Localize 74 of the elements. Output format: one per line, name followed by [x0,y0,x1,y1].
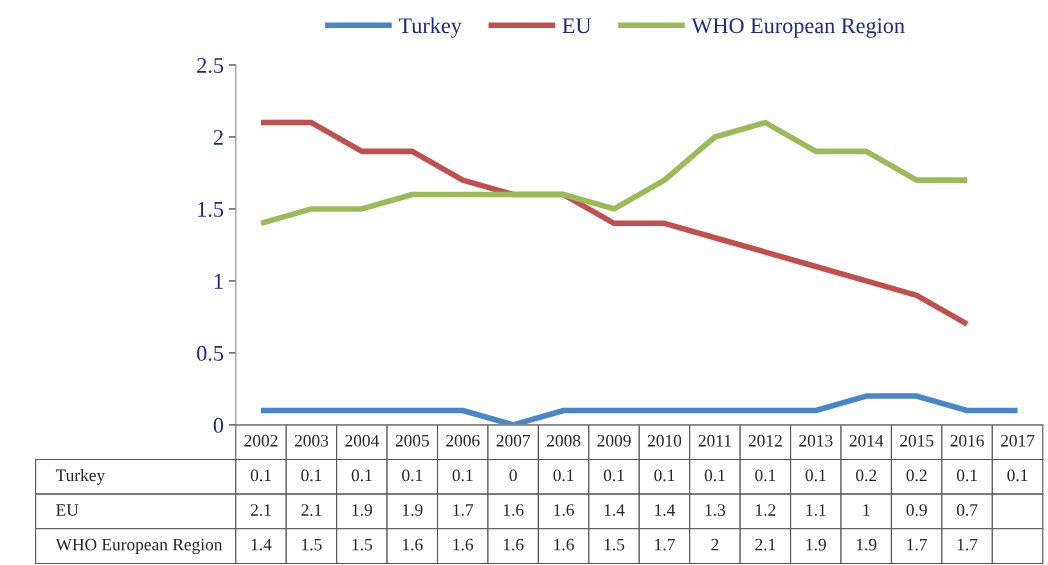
x-tick-label: 2015 [900,434,934,447]
data-label: 0.1 [755,469,776,482]
data-label: 0.1 [805,469,826,482]
data-label: 0.1 [452,469,473,482]
text: EU [56,504,79,516]
data-label: 0.1 [553,469,574,482]
x-tick-label: 2004 [345,434,379,447]
y-tick-label: 2 [213,129,223,145]
data-label: 0 [509,469,517,482]
data-label: 1.7 [453,504,474,516]
data-label: 0.1 [301,469,322,482]
legend-label: Turkey [398,17,462,38]
data-label: 1.7 [907,538,928,551]
data-label: 1.5 [302,538,322,551]
data-label: 1.5 [604,538,625,551]
data-label: 0.1 [250,469,271,482]
data-label: 2.1 [755,538,776,551]
legend-label: WHO European Region [691,18,905,38]
data-label: 1.9 [352,504,373,516]
x-tick-label: 2006 [446,434,480,447]
data-label: 1.2 [756,504,776,516]
y-tick-label: 0 [213,417,224,433]
x-tick-label: 2002 [244,434,278,447]
data-label: 0.1 [351,469,372,482]
data-label: 1.1 [806,504,826,516]
x-tick-label: 2016 [950,434,984,447]
data-label: 1.4 [604,504,625,516]
data-label: 0.1 [654,469,675,482]
x-tick-label: 2007 [496,434,531,447]
data-label: 1.3 [705,504,726,516]
y-tick-label: 0.5 [197,345,224,361]
data-label: 0.9 [906,504,927,516]
data-label: 1.6 [503,504,524,516]
data-label: 0.1 [956,469,977,482]
data-label: 1.6 [403,538,423,551]
x-tick-label: 2005 [395,434,430,447]
data-label: 1.6 [503,538,524,551]
data-label: 1.4 [655,504,676,516]
data-label: 0.1 [1007,469,1028,482]
data-label: 1.7 [655,538,675,551]
x-tick-label: 2014 [849,434,884,447]
data-label: 1.9 [856,538,877,551]
x-tick-label: 2003 [294,434,329,447]
data-label: 1.6 [453,538,474,551]
data-label: 1.6 [554,504,574,516]
x-tick-label: 2009 [597,434,631,447]
x-tick-label: 2010 [647,434,682,447]
x-tick-label: 2011 [698,434,731,447]
data-label: 0.1 [402,469,423,482]
legend-label: EU [562,18,592,34]
x-tick-label: 2008 [547,434,581,447]
text: WHO European Region [55,538,223,554]
data-label: 1 [863,504,870,516]
data-label: 2 [711,538,719,551]
data-label: 1.7 [957,538,978,551]
y-tick-label: 1 [214,273,223,289]
y-tick-label: 1.5 [198,201,224,217]
x-tick-label: 2012 [748,434,782,447]
data-label: 0.1 [704,469,725,482]
data-label: 0.2 [856,469,877,482]
y-tick-label: 2.5 [197,57,224,73]
data-label: 2.1 [301,504,322,516]
data-label: 1.6 [554,538,574,551]
data-label: 0.1 [603,469,624,482]
data-label: 0.7 [956,504,978,516]
x-tick-label: 2013 [799,434,833,447]
data-label: 1.5 [352,538,373,551]
data-label: 1.4 [251,538,272,551]
x-tick-label: 2017 [1000,434,1035,447]
data-label: 1.9 [806,538,826,551]
data-label: 0.2 [906,469,927,482]
data-label: 2.1 [250,504,271,516]
text: Turkey [55,468,106,485]
data-label: 1.9 [403,504,423,516]
